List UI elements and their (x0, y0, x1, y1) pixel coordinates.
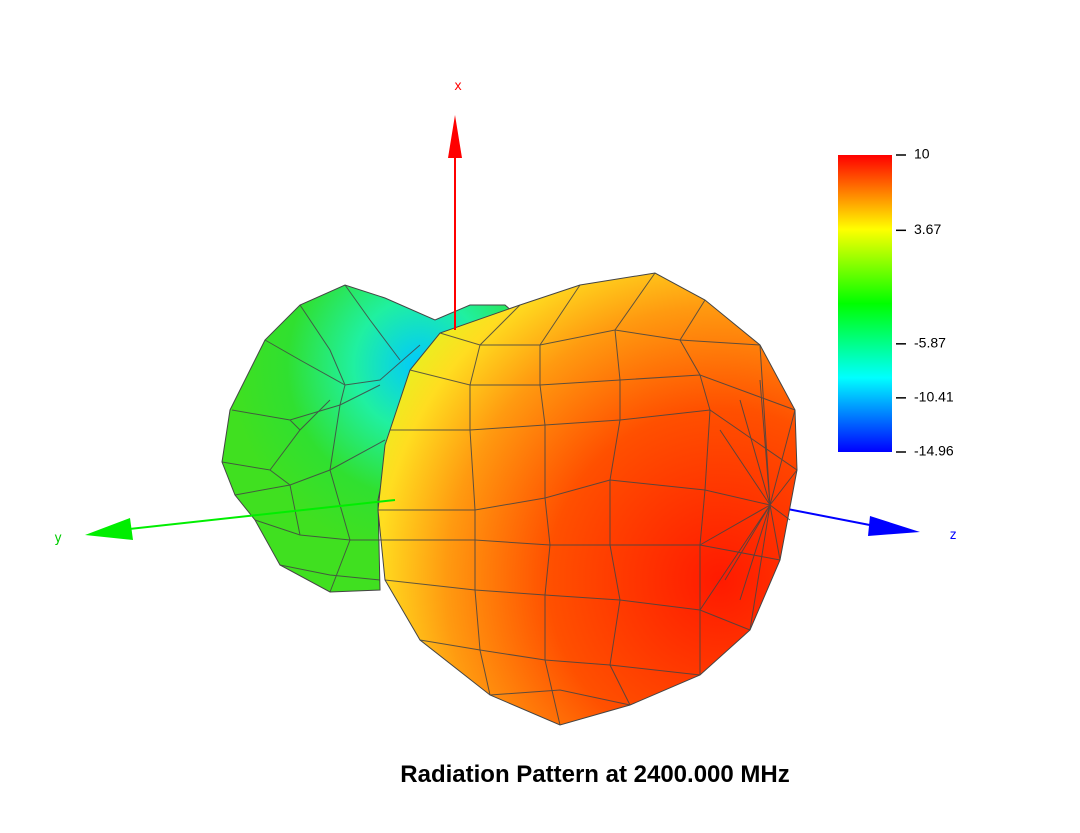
y-arrow (85, 518, 133, 540)
y-axis (119, 499, 396, 531)
x-arrow (448, 115, 462, 158)
z-axis-label: z (949, 528, 957, 543)
front-lobe (377, 272, 798, 726)
front-mesh (378, 272, 798, 726)
x-axis-label: x (454, 79, 462, 94)
colorbar-tick-label: -5.87 (914, 335, 946, 351)
back-mesh (221, 284, 421, 593)
colorbar-tick-label: -14.96 (914, 443, 954, 459)
colorbar-tick-label: 10 (914, 146, 930, 162)
colorbar (838, 155, 892, 452)
z-arrow (868, 516, 920, 536)
chart-title: Radiation Pattern at 2400.000 MHz (400, 761, 789, 788)
y-axis-label: y (54, 531, 62, 546)
colorbar-tick-label: -10.41 (914, 389, 954, 405)
colorbar-tick-label: 3.67 (914, 221, 941, 237)
